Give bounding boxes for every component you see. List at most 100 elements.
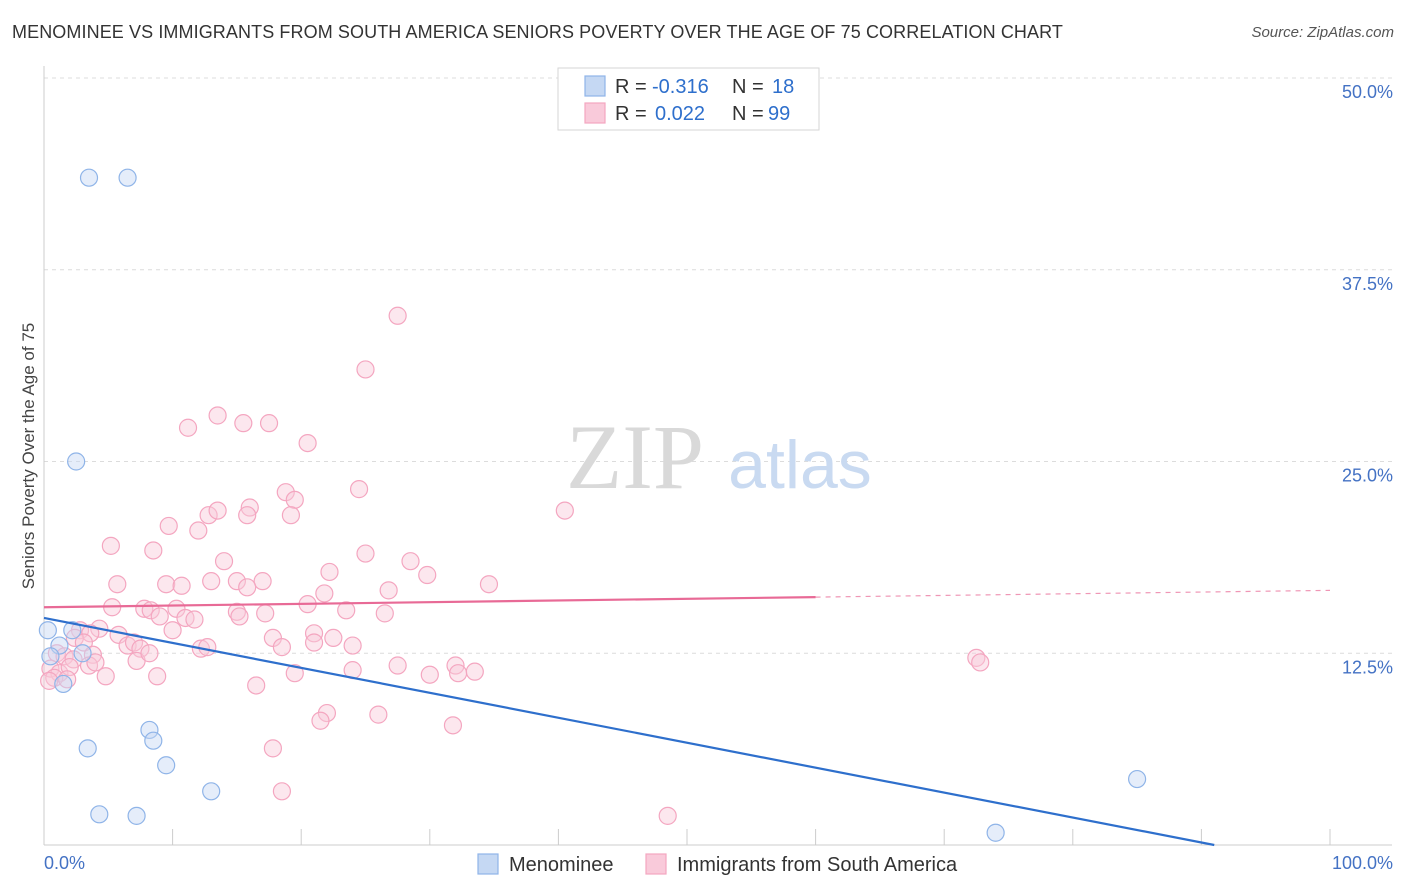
immigrants-point-13 — [238, 506, 257, 525]
legend-n-label-2: N = — [732, 103, 764, 125]
series-immigrants-points — [40, 306, 990, 825]
menominee-point-5 — [63, 621, 82, 640]
immigrants-point-18 — [101, 536, 120, 555]
immigrants-point-30 — [172, 576, 191, 595]
immigrants-point-43 — [375, 604, 394, 623]
immigrants-point-44 — [176, 608, 195, 628]
immigrants-point-27 — [227, 572, 246, 591]
immigrants-point-9 — [285, 490, 304, 509]
watermark-zip: ZIP — [566, 406, 704, 508]
menominee-point-2 — [67, 452, 86, 471]
x-tick-label-0: 0.0% — [44, 853, 85, 873]
immigrants-point-71 — [140, 644, 159, 663]
menominee-point-0 — [79, 168, 99, 187]
legend-box: R = -0.316 N = 18 R = 0.022 N = 99 — [557, 67, 820, 131]
axes — [43, 66, 1392, 846]
x-tick-label-1: 100.0% — [1332, 853, 1393, 873]
y-tick-labels: 12.5% 25.0% 37.5% 50.0% — [1342, 82, 1393, 677]
immigrants-point-46 — [150, 607, 169, 626]
menominee-point-7 — [54, 674, 73, 694]
legend-r-value-2: 0.022 — [655, 103, 705, 125]
immigrants-point-47 — [230, 607, 249, 626]
immigrants-point-83 — [388, 656, 407, 675]
watermark-atlas: atlas — [728, 427, 872, 503]
bottom-legend: Menominee Immigrants from South America — [477, 853, 958, 876]
immigrants-point-19 — [144, 541, 163, 560]
immigrants-point-12 — [208, 501, 227, 520]
source-label: Source: ZipAtlas.com — [1251, 24, 1394, 41]
immigrants-point-25 — [253, 572, 272, 591]
immigrants-point-22 — [401, 552, 420, 571]
immigrants-point-42 — [337, 601, 356, 620]
legend-r-value-1: -0.316 — [652, 76, 709, 98]
chart-title: MENOMINEE VS IMMIGRANTS FROM SOUTH AMERI… — [12, 22, 1064, 42]
immigrants-point-98 — [658, 806, 677, 825]
immigrants-point-62 — [198, 638, 217, 657]
trend-line-menominee — [43, 616, 1215, 847]
bottom-legend-swatch-immigrants — [645, 853, 667, 875]
immigrants-point-91 — [311, 711, 330, 730]
y-tick-label-3: 50.0% — [1342, 82, 1393, 102]
menominee-point-8 — [140, 720, 159, 740]
immigrants-point-20 — [356, 544, 375, 563]
immigrants-point-0 — [388, 306, 407, 325]
immigrants-point-80 — [148, 667, 167, 686]
immigrants-point-92 — [369, 705, 388, 724]
immigrants-point-17 — [555, 501, 574, 520]
immigrants-point-34 — [479, 575, 499, 594]
immigrants-point-7 — [349, 480, 369, 499]
immigrants-point-41 — [256, 604, 275, 623]
gridlines — [44, 77, 1392, 654]
bottom-legend-label-menominee: Menominee — [509, 854, 614, 876]
immigrants-point-1 — [356, 360, 375, 379]
legend-r-label-1: R = — [615, 76, 647, 98]
immigrants-point-84 — [420, 665, 439, 684]
immigrants-point-95 — [272, 782, 292, 801]
menominee-point-15 — [1127, 769, 1147, 789]
immigrants-point-88 — [40, 671, 59, 690]
menominee-point-12 — [202, 782, 221, 801]
immigrants-point-97 — [971, 653, 990, 672]
immigrants-point-4 — [259, 414, 279, 433]
immigrants-point-54 — [324, 628, 343, 648]
menominee-point-3 — [38, 621, 57, 640]
menominee-point-14 — [127, 806, 146, 825]
immigrants-point-81 — [285, 664, 304, 683]
legend-n-value-2: 99 — [768, 103, 790, 125]
immigrants-point-64 — [304, 633, 324, 652]
watermark: ZIP atlas — [566, 406, 872, 508]
menominee-point-16 — [986, 823, 1005, 842]
legend-n-value-1: 18 — [772, 76, 794, 98]
menominee-point-17 — [41, 647, 60, 666]
immigrants-point-37 — [135, 599, 154, 618]
bottom-legend-swatch-menominee — [477, 853, 499, 875]
menominee-point-6 — [73, 644, 92, 663]
immigrants-point-24 — [320, 562, 339, 582]
immigrants-point-53 — [304, 624, 324, 643]
immigrants-point-11 — [199, 506, 218, 525]
immigrants-point-2 — [208, 406, 227, 425]
immigrants-point-87 — [465, 662, 484, 681]
menominee-point-1 — [118, 168, 137, 187]
y-axis-title: Seniors Poverty Over the Age of 75 — [19, 323, 38, 589]
legend-swatch-immigrants — [584, 102, 606, 124]
immigrants-point-15 — [159, 516, 178, 536]
y-tick-label-1: 25.0% — [1342, 466, 1393, 486]
immigrants-point-26 — [202, 572, 221, 591]
immigrants-point-31 — [238, 578, 257, 597]
immigrants-point-65 — [343, 636, 362, 655]
immigrants-point-6 — [298, 433, 317, 453]
trend-line-immigrants-extension — [815, 589, 1331, 598]
x-tick-labels: 0.0% 100.0% — [44, 853, 1393, 873]
immigrants-point-23 — [418, 565, 437, 585]
trend-line-immigrants — [43, 596, 816, 609]
menominee-point-9 — [144, 731, 163, 750]
y-tick-label-0: 12.5% — [1342, 657, 1393, 677]
immigrants-point-45 — [185, 610, 204, 629]
bottom-legend-label-immigrants: Immigrants from South America — [677, 854, 958, 876]
immigrants-point-32 — [379, 581, 398, 600]
immigrants-point-79 — [96, 667, 115, 686]
series-menominee-points — [38, 168, 1147, 842]
legend-swatch-menominee — [584, 75, 606, 97]
